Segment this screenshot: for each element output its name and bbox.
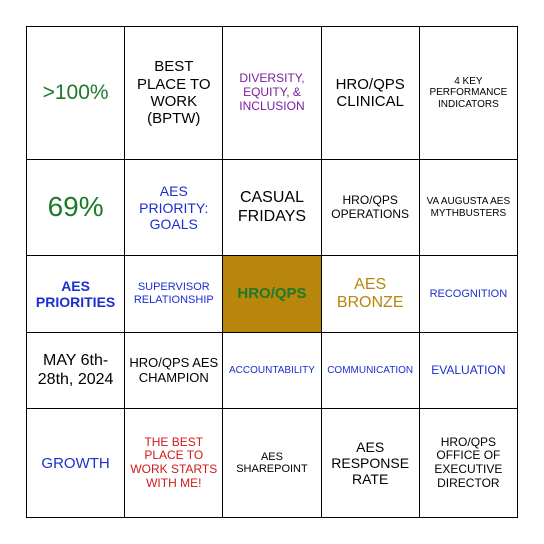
bingo-cell: AES BRONZE [321,256,419,332]
bingo-cell: CASUAL FRIDAYS [223,159,321,256]
bingo-cell: COMMUNICATION [321,332,419,408]
bingo-body: >100%BEST PLACE TO WORK (BPTW)DIVERSITY,… [27,27,518,518]
bingo-row: 69%AES PRIORITY: GOALSCASUAL FRIDAYSHRO/… [27,159,518,256]
bingo-cell: AES PRIORITY: GOALS [125,159,223,256]
bingo-cell: HRO/QPS [223,256,321,332]
bingo-cell: AES PRIORITIES [27,256,125,332]
bingo-cell: HRO/QPS CLINICAL [321,27,419,160]
bingo-cell: AES RESPONSE RATE [321,409,419,518]
bingo-cell: BEST PLACE TO WORK (BPTW) [125,27,223,160]
bingo-cell: HRO/QPS OFFICE OF EXECUTIVE DIRECTOR [419,409,517,518]
bingo-row: GROWTHTHE BEST PLACE TO WORK STARTS WITH… [27,409,518,518]
bingo-cell: SUPERVISOR RELATIONSHIP [125,256,223,332]
bingo-cell: MAY 6th-28th, 2024 [27,332,125,408]
bingo-cell: GROWTH [27,409,125,518]
bingo-cell: AES SHAREPOINT [223,409,321,518]
bingo-cell: HRO/QPS OPERATIONS [321,159,419,256]
bingo-row: AES PRIORITIESSUPERVISOR RELATIONSHIPHRO… [27,256,518,332]
bingo-cell: HRO/QPS AES CHAMPION [125,332,223,408]
bingo-cell: ACCOUNTABILITY [223,332,321,408]
bingo-cell: RECOGNITION [419,256,517,332]
bingo-cell: THE BEST PLACE TO WORK STARTS WITH ME! [125,409,223,518]
bingo-row: >100%BEST PLACE TO WORK (BPTW)DIVERSITY,… [27,27,518,160]
bingo-cell: VA AUGUSTA AES MYTHBUSTERS [419,159,517,256]
bingo-cell: 4 KEY PERFORMANCE INDICATORS [419,27,517,160]
bingo-cell: >100% [27,27,125,160]
bingo-card: >100%BEST PLACE TO WORK (BPTW)DIVERSITY,… [26,26,518,518]
bingo-cell: EVALUATION [419,332,517,408]
bingo-cell: 69% [27,159,125,256]
bingo-cell: DIVERSITY, EQUITY, & INCLUSION [223,27,321,160]
bingo-row: MAY 6th-28th, 2024HRO/QPS AES CHAMPIONAC… [27,332,518,408]
